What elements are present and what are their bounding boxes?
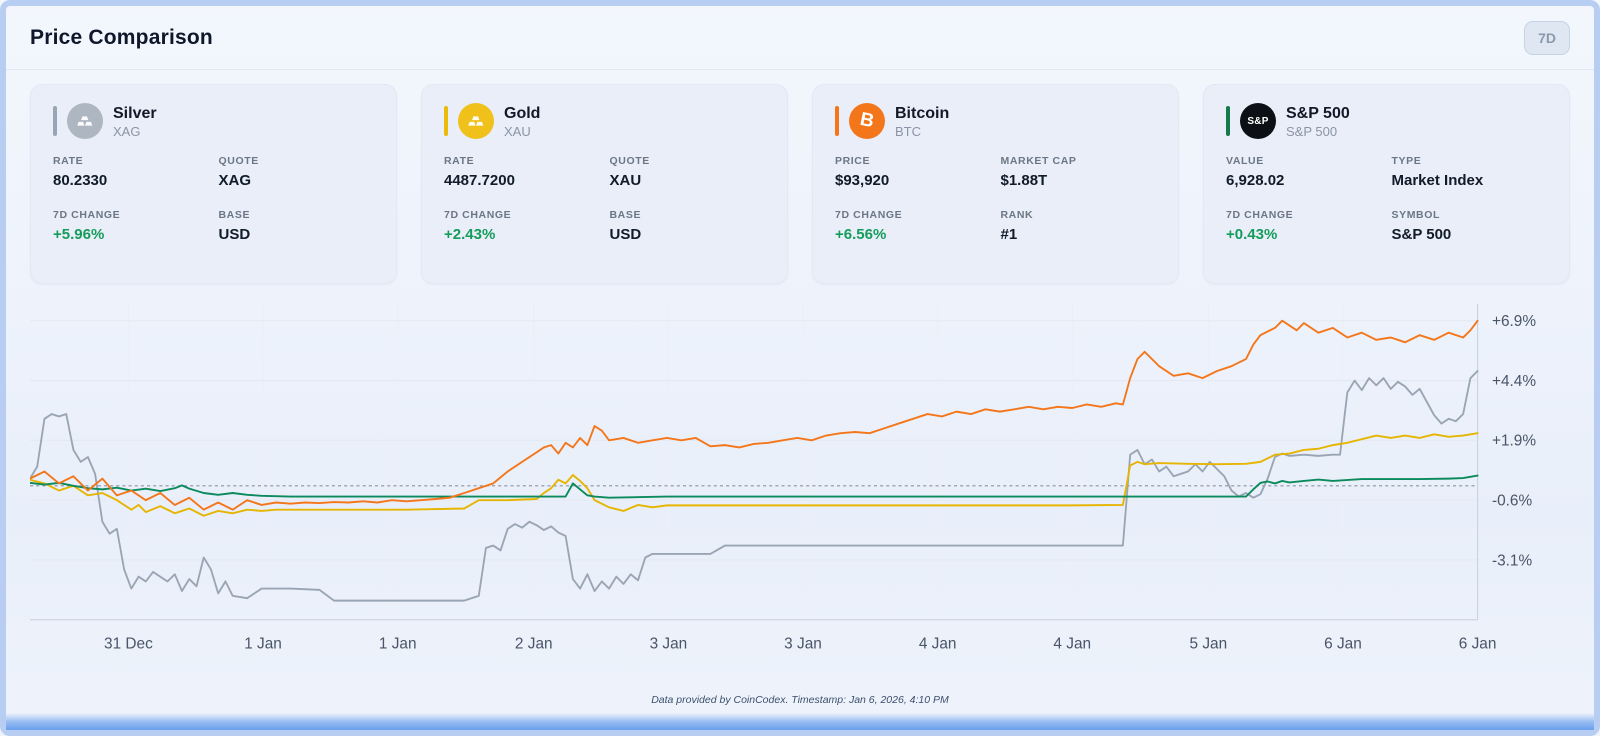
svg-text:-0.6%: -0.6% (1492, 492, 1532, 509)
gold-accent-bar (444, 106, 448, 136)
svg-text:5 Jan: 5 Jan (1190, 635, 1228, 652)
silver-icon (67, 103, 103, 139)
bitcoin-card: B Bitcoin BTC PRICE $93,920 MARKET CAP $1.… (812, 84, 1179, 284)
sp500-accent-bar (1226, 106, 1230, 136)
svg-text:6 Jan: 6 Jan (1459, 635, 1497, 652)
sp500-icon: S&P (1240, 103, 1276, 139)
data-attribution: Data provided by CoinCodex. Timestamp: J… (651, 694, 949, 706)
header: Price Comparison 7D (6, 6, 1594, 70)
stat-quote: QUOTE XAG (218, 155, 259, 189)
asset-name: Silver (113, 104, 157, 122)
bitcoin-accent-bar (835, 106, 839, 136)
svg-text:2 Jan: 2 Jan (515, 635, 553, 652)
stat-base: BASE USD (609, 209, 642, 243)
stat-7d-change: 7D CHANGE +6.56% (835, 209, 903, 243)
period-7d-button[interactable]: 7D (1524, 20, 1570, 55)
stat-7d-change: 7D CHANGE +5.96% (53, 209, 121, 243)
svg-text:3 Jan: 3 Jan (784, 635, 822, 652)
asset-cards-row: Silver XAG RATE 80.2330 QUOTE XAG 7D CHANG… (6, 84, 1594, 284)
stat-rate: RATE 4487.7200 (444, 155, 515, 189)
stat-quote: QUOTE XAU (609, 155, 650, 189)
chart-canvas: +6.9% +4.4% +1.9% -0.6% -3.1% 31 Dec 1 Jan 1 Ja… (30, 304, 1536, 653)
svg-text:31 Dec: 31 Dec (104, 635, 153, 652)
stat-base: BASE USD (218, 209, 251, 243)
svg-text:3 Jan: 3 Jan (650, 635, 688, 652)
stat-rank: RANK #1 (1000, 209, 1034, 243)
gold-card: Gold XAU RATE 4487.7200 QUOTE XAU 7D CHANG… (421, 84, 788, 284)
asset-symbol: BTC (895, 123, 921, 139)
asset-symbol: S&P 500 (1286, 123, 1338, 139)
stat-rate: RATE 80.2330 (53, 155, 108, 189)
footer: Data provided by CoinCodex. Timestamp: J… (6, 686, 1594, 730)
silver-accent-bar (53, 106, 57, 136)
asset-symbol: XAU (504, 123, 531, 139)
svg-text:1 Jan: 1 Jan (244, 635, 282, 652)
price-comparison-chart: +6.9% +4.4% +1.9% -0.6% -3.1% 31 Dec 1 Jan 1 Ja… (6, 298, 1594, 686)
svg-text:+1.9%: +1.9% (1492, 432, 1536, 449)
silver-card: Silver XAG RATE 80.2330 QUOTE XAG 7D CHANG… (30, 84, 397, 284)
gold-icon (458, 103, 494, 139)
stat-7d-change: 7D CHANGE +0.43% (1226, 209, 1294, 243)
stat-type: TYPE Market Index (1391, 155, 1484, 189)
svg-text:6 Jan: 6 Jan (1324, 635, 1362, 652)
svg-text:-3.1%: -3.1% (1492, 552, 1532, 569)
bottom-accent-strip (6, 713, 1594, 730)
asset-symbol: XAG (113, 123, 141, 139)
sp500-card: S&P S&P 500 S&P 500 VALUE 6,928.02 TYPE Ma… (1203, 84, 1570, 284)
stat-7d-change: 7D CHANGE +2.43% (444, 209, 512, 243)
svg-text:+6.9%: +6.9% (1492, 313, 1536, 330)
svg-text:4 Jan: 4 Jan (919, 635, 957, 652)
svg-text:+4.4%: +4.4% (1492, 373, 1536, 390)
stat-value: VALUE 6,928.02 (1226, 155, 1285, 189)
bitcoin-icon: B (849, 103, 885, 139)
asset-name: Gold (504, 104, 541, 122)
stat-price: PRICE $93,920 (835, 155, 890, 189)
asset-name: Bitcoin (895, 104, 950, 122)
page-title: Price Comparison (30, 25, 213, 49)
stat-market-cap: MARKET CAP $1.88T (1000, 155, 1077, 189)
asset-name: S&P 500 (1286, 104, 1350, 122)
stat-symbol: SYMBOL S&P 500 (1391, 209, 1452, 243)
svg-text:4 Jan: 4 Jan (1053, 635, 1091, 652)
svg-text:1 Jan: 1 Jan (379, 635, 417, 652)
